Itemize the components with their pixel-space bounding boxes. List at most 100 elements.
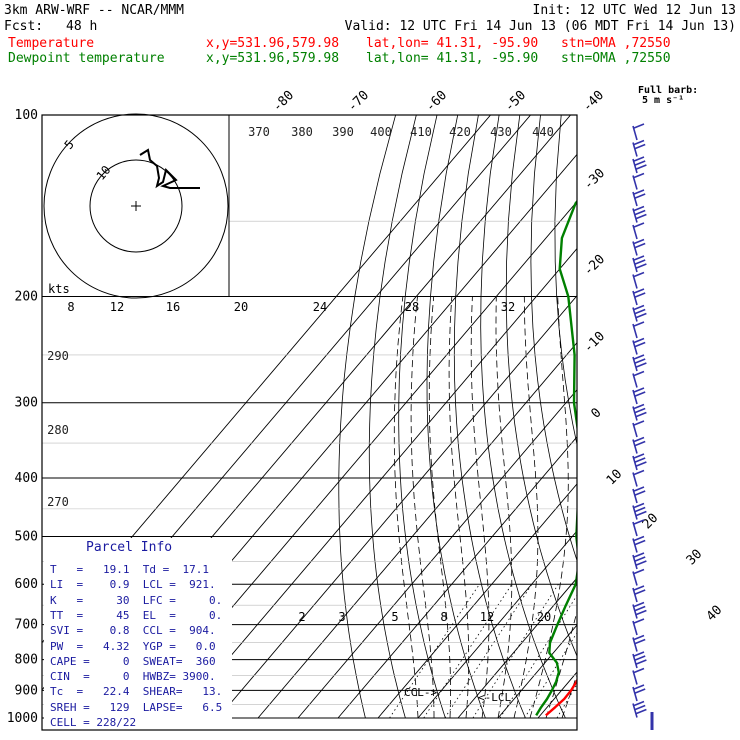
- temperature-station: stn=OMA ,72550: [561, 36, 671, 51]
- pressure-label: 500: [15, 529, 38, 544]
- parcel-info-row: Tc = 22.4 SHEAR= 13.: [50, 685, 223, 699]
- wind-barb-flag: [633, 337, 645, 344]
- wind-barb-flag: [634, 638, 646, 645]
- wind-barb-flag: [636, 708, 647, 715]
- wind-barb-flag: [634, 341, 646, 348]
- hodograph-speed-label: 8: [67, 300, 74, 314]
- wind-barb-flag: [636, 659, 647, 665]
- parcel-info-row: K = 30 LFC = 0.: [50, 593, 223, 607]
- wind-barb-flag: [636, 213, 647, 220]
- isotherm-line: [377, 483, 577, 719]
- pressure-label: 800: [15, 653, 38, 668]
- hodograph-speed-label: 12: [110, 300, 124, 314]
- wind-barb-flag: [633, 172, 645, 179]
- barb-legend-unit: 5 m s⁻¹: [642, 95, 685, 106]
- wind-barb-flag: [634, 391, 646, 397]
- hodograph-ring: [43, 113, 229, 299]
- wind-barb-flag: [634, 506, 646, 513]
- mixing-ratio-label: 3: [338, 610, 345, 624]
- wind-barb: [632, 554, 638, 570]
- wind-barb-flag: [633, 469, 645, 476]
- mixing-ratio-line: [423, 583, 513, 719]
- hodograph-trace: [139, 148, 200, 189]
- wind-barb-flag: [633, 370, 645, 377]
- isotherm-label: -30: [581, 166, 608, 193]
- parcel-info-row: CIN = 0 HWBZ= 3900.: [50, 670, 216, 684]
- wind-barb-flag: [634, 292, 646, 298]
- wind-barb-flag: [633, 651, 645, 657]
- mixing-ratio-line: [556, 683, 577, 719]
- wind-barb-flag: [633, 634, 645, 641]
- isotherm-label: -70: [345, 88, 372, 115]
- isotherm-label: 0: [588, 405, 604, 421]
- moist-adiabat-line: [495, 296, 513, 719]
- wind-barb-flag: [636, 362, 647, 368]
- isotherm-label: 10: [604, 467, 626, 489]
- wind-barb: [632, 521, 638, 537]
- wind-barb-flag: [633, 255, 645, 261]
- wind-barb: [632, 472, 638, 487]
- hodograph-speed-label: 28: [405, 300, 419, 314]
- wind-barb: [632, 505, 638, 520]
- barb-legend-title: Full barb:: [638, 85, 699, 96]
- wind-barb-flag: [633, 502, 645, 509]
- wind-barb: [632, 224, 638, 240]
- isotherm-line: [457, 577, 577, 719]
- hodograph-unit-label: kts: [48, 282, 70, 296]
- hodograph-speed-label: 32: [501, 300, 515, 314]
- dry-adiabat-line: [398, 115, 446, 719]
- wind-barb-flag: [633, 387, 645, 393]
- wind-barb-flag: [633, 354, 645, 360]
- hodograph-speed-label: 20: [234, 300, 248, 314]
- wind-barb: [632, 587, 638, 603]
- wind-barb-flag: [633, 519, 645, 525]
- wind-barb-flag: [634, 457, 646, 463]
- isotherm-line: [417, 530, 577, 719]
- wind-barb-flag: [636, 263, 647, 269]
- temperature-latlon: lat,lon= 41.31, -95.90: [366, 36, 539, 51]
- wind-barb: [632, 307, 638, 322]
- wind-barb-flag: [633, 552, 645, 558]
- mixing-ratio-label: 20: [537, 610, 551, 624]
- wind-barb-flag: [634, 688, 646, 694]
- hodograph-speed-label: 16: [166, 300, 180, 314]
- plot-frame: [41, 114, 578, 731]
- wind-barb-flag: [633, 238, 645, 245]
- moist-adiabat-line: [561, 673, 577, 719]
- wind-barb: [632, 290, 638, 306]
- wind-barb-flag: [634, 490, 646, 496]
- mixing-ratio-line: [444, 583, 533, 719]
- theta-label: 420: [449, 125, 471, 139]
- wind-barb: [632, 257, 638, 273]
- dewpoint-station: stn=OMA ,72550: [561, 51, 671, 66]
- temperature-profile: [545, 678, 577, 717]
- isotherm-label: 40: [704, 603, 726, 625]
- wind-barb-flag: [634, 193, 646, 199]
- wind-barb-flag: [634, 539, 646, 546]
- dry-adiabat-line: [706, 115, 740, 718]
- wind-barb: [632, 274, 638, 289]
- ccl-annotation: CCL->: [404, 686, 437, 699]
- dewpoint-profile: [535, 199, 577, 717]
- wind-barb-flag: [633, 667, 645, 674]
- wind-barb: [632, 455, 638, 471]
- parcel-info-row: CELL = 228/22: [50, 716, 137, 729]
- wind-barb-flag: [633, 156, 645, 162]
- wind-barb-flag: [633, 288, 645, 294]
- dry-adiabat-line: [530, 115, 577, 562]
- wind-barb-flag: [634, 556, 646, 562]
- hodograph-ring: [89, 159, 183, 253]
- dewpoint-legend: Dewpoint temperature: [8, 51, 165, 66]
- forecast-label: Fcst:: [4, 19, 44, 34]
- isotherm-line: [537, 671, 577, 719]
- theta-label: 280: [47, 423, 69, 437]
- wind-barb-flag: [633, 222, 645, 228]
- wind-barb-flag: [633, 568, 645, 575]
- wind-barb: [632, 703, 638, 718]
- isotherm-label: -50: [502, 88, 529, 115]
- isotherm-line: [297, 389, 577, 719]
- forecast-hours: 48 h: [66, 19, 98, 34]
- isotherm-label: -10: [581, 329, 608, 356]
- dry-adiabat-line: [623, 115, 740, 718]
- wind-barb-flag: [633, 139, 645, 146]
